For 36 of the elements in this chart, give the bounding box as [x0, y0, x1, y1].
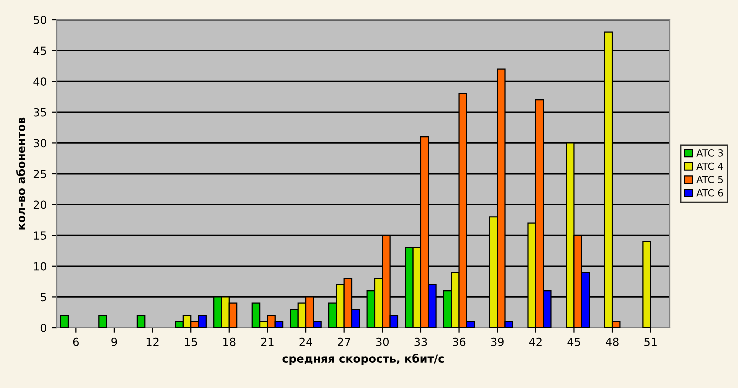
legend-label: ATC 4	[696, 162, 724, 170]
bar	[98, 315, 108, 328]
y-tick-label: 30	[34, 139, 47, 148]
y-axis-title: кол-во абонентов	[16, 118, 26, 230]
x-tick-label: 15	[185, 338, 198, 346]
y-tick-label: 10	[34, 262, 47, 271]
legend-label: ATC 5	[696, 176, 724, 184]
y-tick-label: 40	[34, 78, 47, 86]
bar	[136, 315, 146, 328]
y-tick-label: 35	[34, 108, 46, 117]
y-tick-label: 20	[34, 200, 47, 210]
x-tick-label: 30	[376, 338, 389, 346]
x-tick-label: 45	[568, 338, 580, 346]
x-tick-label: 27	[338, 338, 350, 346]
y-tick-label: 15	[34, 232, 46, 240]
x-tick-label: 39	[491, 338, 504, 346]
y-tick-label: 45	[34, 46, 46, 56]
legend-label: ATC 6	[696, 189, 724, 197]
bar	[60, 315, 70, 328]
x-tick-label: 18	[224, 338, 236, 346]
y-tick-label: 0	[40, 324, 47, 332]
x-tick-label: 21	[261, 338, 274, 346]
y-tick-label: 50	[34, 16, 47, 24]
x-tick-label: 24	[300, 338, 312, 346]
x-tick-label: 51	[644, 338, 657, 346]
x-tick-label: 6	[73, 338, 79, 346]
x-tick-label: 36	[453, 338, 466, 346]
y-tick-label: 5	[41, 293, 46, 302]
x-tick-label: 33	[414, 338, 428, 346]
x-tick-label: 42	[529, 338, 542, 346]
y-tick-label: 25	[34, 170, 46, 178]
legend-label: ATC 3	[696, 150, 724, 157]
x-tick-label: 48	[606, 338, 619, 346]
x-tick-label: 9	[112, 338, 118, 346]
x-axis-title: средняя скорость, кбит/с	[282, 354, 444, 366]
x-tick-label: 12	[146, 338, 159, 346]
